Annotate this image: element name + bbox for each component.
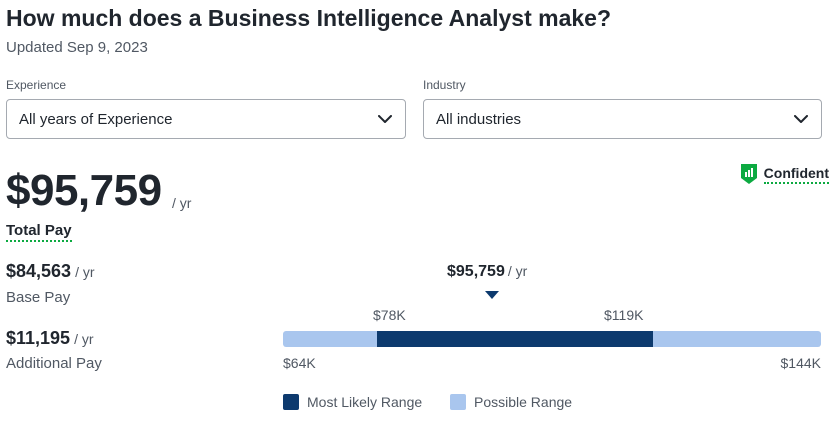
possible-high-label: $144K — [780, 355, 821, 371]
confidence-label: Confident — [763, 165, 829, 184]
chevron-down-icon — [377, 111, 393, 127]
legend-possible-label: Possible Range — [474, 394, 573, 410]
additional-pay-label: Additional Pay — [6, 355, 102, 372]
industry-label: Industry — [423, 78, 466, 92]
total-pay-label[interactable]: Total Pay — [6, 222, 72, 242]
median-pay-label: $95,759/ yr — [447, 263, 527, 281]
likely-range-bar — [377, 331, 653, 347]
additional-pay-value: $11,195 — [6, 328, 71, 348]
additional-pay-per-year: / yr — [74, 331, 94, 347]
chevron-down-icon — [793, 111, 809, 127]
total-pay-amount: $95,759 — [6, 166, 162, 215]
additional-pay-amount: $11,195/ yr — [6, 328, 94, 349]
experience-select-value: All years of Experience — [19, 110, 173, 128]
median-marker — [485, 291, 499, 299]
median-pay-value: $95,759 — [447, 263, 505, 280]
possible-swatch — [450, 394, 466, 410]
likely-low-label: $78K — [373, 307, 406, 323]
legend-possible: Possible Range — [450, 394, 572, 410]
confidence-indicator[interactable]: Confident — [740, 163, 829, 185]
likely-swatch — [283, 394, 299, 410]
industry-select[interactable]: All industries — [423, 99, 822, 139]
legend-likely-label: Most Likely Range — [307, 394, 423, 410]
page-title: How much does a Business Intelligence An… — [6, 5, 611, 31]
base-pay-amount: $84,563/ yr — [6, 261, 95, 282]
confidence-badge-icon — [740, 163, 758, 185]
base-pay-value: $84,563 — [6, 261, 72, 281]
possible-low-label: $64K — [283, 355, 316, 371]
updated-date: Updated Sep 9, 2023 — [6, 39, 148, 56]
likely-high-label: $119K — [604, 307, 644, 323]
base-pay-label: Base Pay — [6, 289, 71, 306]
median-pay-per-year: / yr — [507, 263, 528, 279]
experience-label: Experience — [6, 78, 67, 92]
base-pay-per-year: / yr — [75, 264, 95, 280]
industry-select-value: All industries — [436, 110, 522, 128]
legend-likely: Most Likely Range — [283, 394, 422, 410]
experience-select[interactable]: All years of Experience — [6, 99, 406, 139]
total-pay-per-year: / yr — [172, 195, 192, 211]
